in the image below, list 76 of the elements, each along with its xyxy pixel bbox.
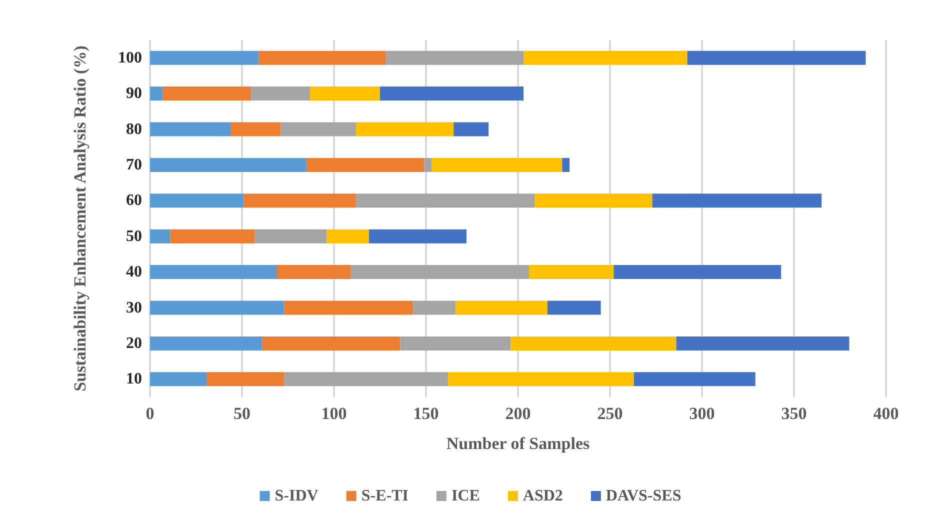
bar: [254, 229, 327, 244]
bar: [424, 158, 432, 172]
bar: [276, 265, 351, 280]
y-tick-label: 90: [126, 85, 142, 102]
y-tick-label: 70: [126, 156, 142, 174]
bar: [162, 86, 252, 101]
bar: [150, 229, 170, 244]
bar: [150, 122, 231, 136]
legend-label: DAVS-SES: [606, 488, 682, 504]
bar: [170, 229, 255, 244]
bar: [455, 300, 548, 315]
y-axis-title: Sustainability Enhancement Analysis Ratio (%): [70, 46, 90, 392]
bar: [524, 50, 688, 65]
y-tick-label: 60: [126, 192, 142, 210]
x-tick-label: 250: [597, 404, 623, 423]
bar: [284, 300, 414, 315]
x-tick-label: 350: [781, 404, 807, 423]
y-tick-label: 30: [126, 299, 142, 316]
bar: [454, 122, 489, 136]
bar: [676, 336, 850, 350]
x-tick-label: 150: [413, 404, 439, 423]
bar: [150, 86, 163, 101]
y-tick-label: 50: [126, 228, 142, 245]
x-tick-label: 50: [234, 404, 250, 423]
bar: [368, 229, 466, 244]
bar: [244, 194, 356, 208]
x-tick-label: 300: [689, 404, 715, 423]
bar: [448, 372, 634, 386]
bar: [432, 158, 562, 172]
legend-label: S-E-TI: [361, 488, 408, 504]
bar: [350, 265, 530, 280]
bar: [614, 265, 782, 280]
bar: [413, 300, 456, 315]
bar: [150, 194, 244, 208]
legend-label: ICE: [451, 488, 480, 504]
y-tick-label: 10: [126, 370, 142, 388]
x-tick-label: 400: [873, 404, 899, 423]
bar: [386, 50, 524, 65]
bar: [326, 229, 369, 244]
bar: [356, 122, 454, 136]
bar: [562, 158, 570, 172]
bar: [356, 194, 535, 208]
bar: [258, 50, 386, 65]
bar: [262, 336, 400, 350]
bar: [150, 265, 277, 280]
bar: [284, 372, 448, 386]
bar: [150, 336, 262, 350]
bar: [306, 158, 424, 172]
bar: [150, 50, 259, 65]
bar: [529, 265, 614, 280]
bar: [150, 158, 306, 172]
bar: [207, 372, 284, 386]
x-tick-label: 0: [146, 404, 154, 423]
bar: [380, 86, 524, 101]
bar: [310, 86, 380, 101]
bar: [280, 122, 356, 136]
bar: [534, 194, 652, 208]
x-axis-title: Number of Samples: [446, 434, 590, 453]
bar: [652, 194, 822, 208]
bar: [150, 300, 284, 315]
bar: [150, 372, 208, 386]
bar: [510, 336, 676, 350]
legend-label: S-IDV: [274, 488, 319, 504]
bar: [634, 372, 756, 386]
legend-label: ASD2: [522, 488, 563, 504]
bar: [547, 300, 601, 315]
bar: [230, 122, 281, 136]
bar: [400, 336, 511, 350]
bar: [251, 86, 310, 101]
x-tick-label: 100: [321, 404, 347, 423]
x-tick-label: 200: [505, 404, 531, 423]
bar: [687, 50, 866, 65]
y-tick-label: 80: [126, 120, 142, 138]
y-tick-label: 20: [126, 334, 142, 352]
y-tick-label: 100: [118, 49, 142, 66]
y-tick-label: 40: [126, 264, 142, 281]
